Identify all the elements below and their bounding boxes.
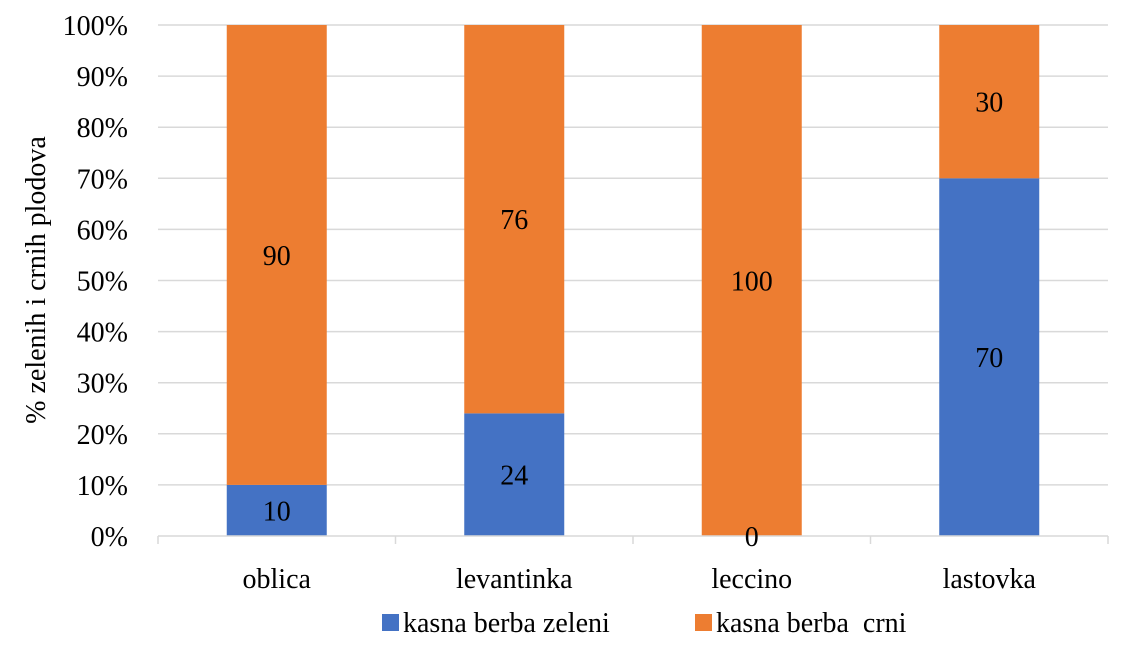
data-label: 90	[263, 241, 291, 272]
y-tick-label: 60%	[77, 215, 128, 246]
y-tick-label: 70%	[77, 164, 128, 195]
x-category-label: leccino	[711, 564, 792, 595]
legend-swatch	[382, 614, 399, 631]
bar-segment-zeleni	[226, 484, 327, 536]
y-tick-label: 30%	[77, 369, 128, 400]
y-tick-label: 100%	[63, 11, 128, 42]
data-label: 24	[500, 461, 528, 492]
legend: kasna berba zeleni kasna berba crni	[382, 608, 907, 639]
x-category-label: lastovka	[943, 564, 1037, 595]
data-label: 100	[731, 267, 773, 298]
x-category-label: levantinka	[456, 564, 573, 595]
data-label: 70	[975, 343, 1003, 374]
bar-segment-crni	[701, 25, 802, 536]
bar-segment-crni	[464, 25, 565, 414]
bar-segment-crni	[226, 25, 327, 485]
data-labels: 10 90 24 76 0 100 70 30	[263, 88, 1004, 553]
data-label: 10	[263, 496, 291, 527]
y-tick-label: 20%	[77, 420, 128, 451]
legend-label: kasna berba zeleni	[403, 608, 610, 639]
bar-segment-zeleni	[939, 178, 1040, 537]
bar-segment-crni	[939, 25, 1040, 179]
y-tick-label: 50%	[77, 267, 128, 298]
y-axis-title: % zelenih i crnih plodova	[21, 136, 52, 424]
legend-swatch	[695, 614, 712, 631]
y-tick-label: 10%	[77, 471, 128, 502]
bar-segment-zeleni	[464, 413, 565, 536]
data-label: 30	[975, 88, 1003, 119]
y-tick-label: 0%	[91, 522, 128, 553]
y-tick-label: 40%	[77, 318, 128, 349]
y-tick-label: 90%	[77, 62, 128, 93]
bars	[226, 25, 1040, 537]
x-category-label: oblica	[243, 564, 312, 595]
legend-label: kasna berba crni	[716, 608, 907, 639]
y-tick-label: 80%	[77, 113, 128, 144]
data-label: 0	[745, 522, 759, 553]
data-label: 76	[500, 205, 528, 236]
axes: 0% 10% 20% 30% 40% 50% 60% 70% 80% 90% 100% oblica l…	[63, 11, 1109, 595]
